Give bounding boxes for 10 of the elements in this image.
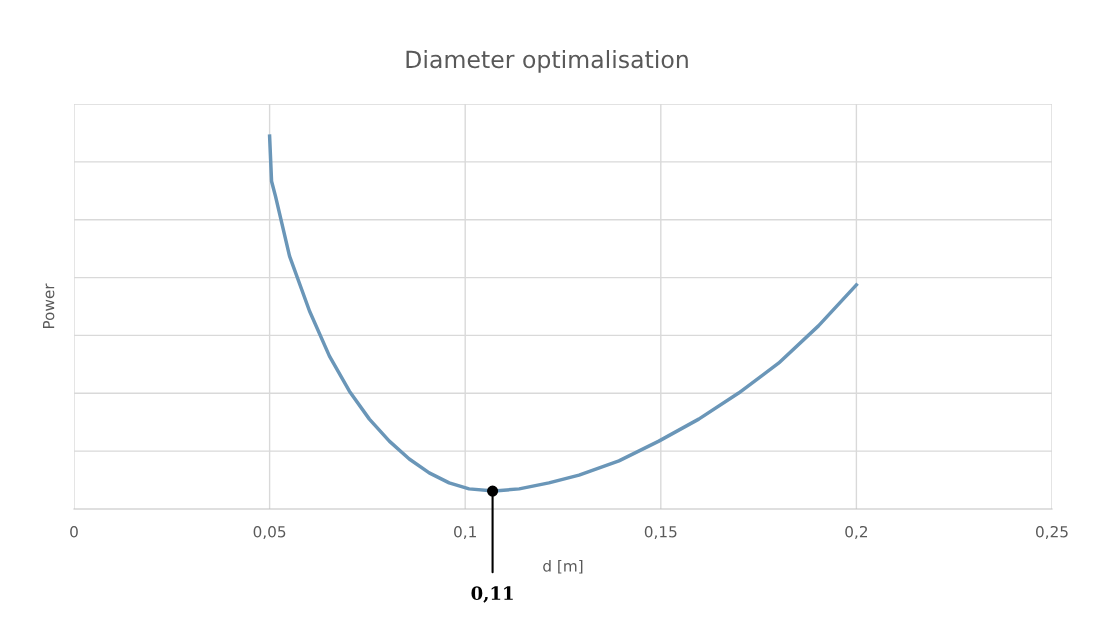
- x-axis-title: d [m]: [543, 559, 583, 574]
- x-tick-label: 0,25: [1036, 525, 1068, 540]
- x-tick-label: 0,2: [845, 525, 868, 540]
- x-tick-label: 0: [70, 525, 78, 538]
- y-axis-title: Power: [43, 283, 55, 329]
- annotation: 0,11: [471, 586, 513, 603]
- chart-title: Diameter optimalisation: [406, 50, 688, 73]
- x-tick-label: 0,15: [644, 525, 677, 540]
- x-tick-label: 0,05: [253, 525, 286, 540]
- x-tick-label: 0,1: [454, 525, 476, 540]
